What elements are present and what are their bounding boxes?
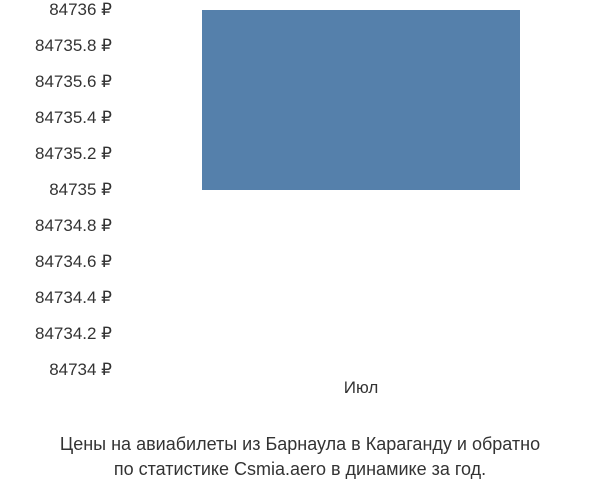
chart-container: 84736 ₽ 84735.8 ₽ 84735.6 ₽ 84735.4 ₽ 84735.… [0,0,600,420]
y-tick-label: 84734.4 ₽ [35,288,112,308]
y-tick-label: 84736 ₽ [49,0,112,20]
y-tick-label: 84734 ₽ [49,360,112,380]
y-tick-label: 84734.8 ₽ [35,216,112,236]
y-tick-label: 84734.2 ₽ [35,324,112,344]
bar [202,10,520,190]
y-tick-label: 84735.4 ₽ [35,108,112,128]
y-axis: 84736 ₽ 84735.8 ₽ 84735.6 ₽ 84735.4 ₽ 84735.… [0,0,120,370]
y-tick-label: 84735 ₽ [49,180,112,200]
y-tick-label: 84734.6 ₽ [35,252,112,272]
caption-line-2: по статистике Csmia.aero в динамике за г… [114,459,486,479]
chart-caption: Цены на авиабилеты из Барнаула в Караган… [0,432,600,482]
x-tick-label: Июл [344,378,379,398]
y-tick-label: 84735.8 ₽ [35,36,112,56]
caption-line-1: Цены на авиабилеты из Барнаула в Караган… [60,434,540,454]
plot-area [120,10,570,370]
y-tick-label: 84735.6 ₽ [35,72,112,92]
y-tick-label: 84735.2 ₽ [35,144,112,164]
